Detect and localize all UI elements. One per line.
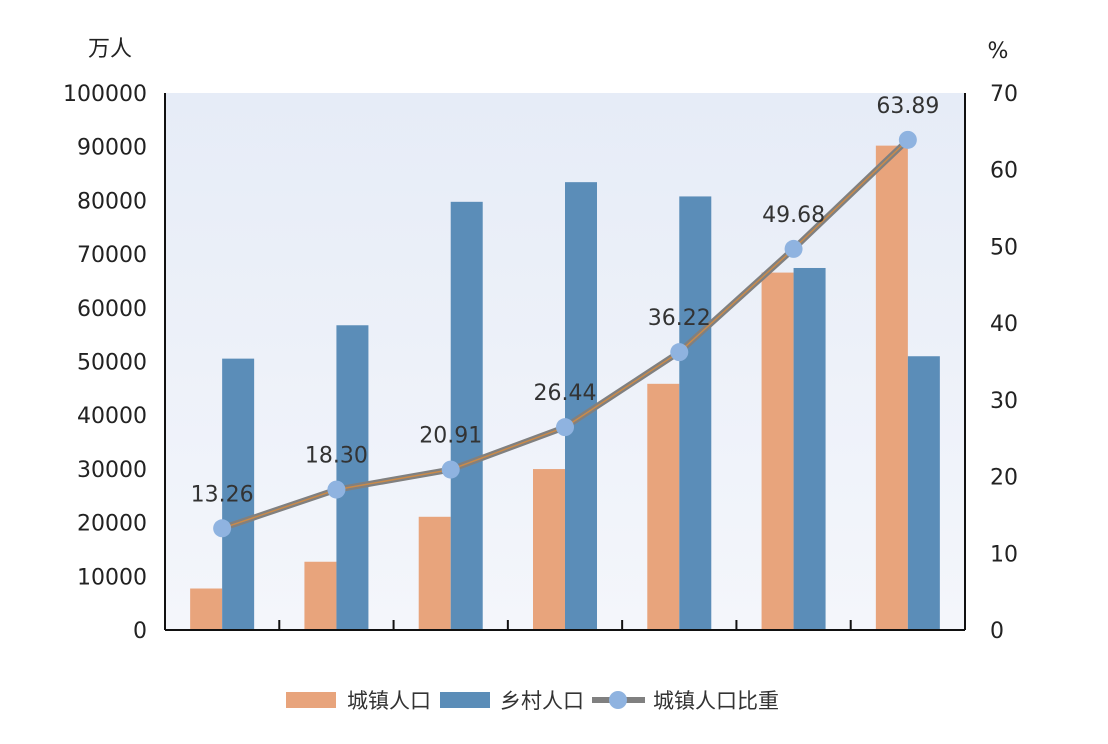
bar-urban-6	[875, 145, 908, 631]
line-marker-0	[213, 519, 232, 538]
y-tick-right-label: 70	[990, 82, 1018, 107]
bar-rural-2	[450, 201, 483, 630]
data-label-5: 49.68	[762, 203, 825, 228]
legend-swatch-ratio-marker	[609, 691, 627, 709]
bar-rural-5	[793, 267, 826, 630]
bar-urban-2	[418, 516, 451, 630]
bar-urban-0	[190, 588, 223, 630]
legend-label-rural: 乡村人口	[500, 689, 584, 713]
data-label-4: 36.22	[648, 306, 711, 331]
line-marker-4	[670, 343, 689, 362]
y-tick-right-label: 60	[990, 159, 1018, 184]
bar-urban-3	[533, 469, 565, 630]
y-tick-left-label: 90000	[77, 136, 147, 161]
data-label-0: 13.26	[191, 482, 254, 507]
y-tick-right-label: 50	[990, 235, 1018, 260]
y-tick-left-label: 10000	[77, 565, 147, 590]
y-tick-left-label: 100000	[63, 82, 147, 107]
y-axis-right-label: %	[988, 39, 1009, 64]
legend-swatch-urban	[286, 692, 336, 708]
legend-label-urban: 城镇人口	[347, 689, 431, 713]
bar-rural-0	[222, 358, 255, 630]
data-label-6: 63.89	[876, 94, 939, 119]
y-tick-left-label: 70000	[77, 243, 147, 268]
y-tick-left-label: 50000	[77, 351, 147, 376]
legend: 城镇人口 乡村人口 城镇人口比重	[286, 689, 779, 713]
bar-rural-4	[679, 196, 712, 630]
y-tick-left-label: 60000	[77, 297, 147, 322]
data-label-1: 18.30	[305, 444, 368, 469]
y-tick-left-label: 80000	[77, 189, 147, 214]
y-tick-left-label: 0	[133, 619, 147, 644]
y-tick-left-label: 30000	[77, 458, 147, 483]
y-tick-right-label: 40	[990, 312, 1018, 337]
y-tick-right-label: 20	[990, 466, 1018, 491]
y-tick-left-label: 40000	[77, 404, 147, 429]
line-marker-6	[898, 130, 917, 149]
bar-rural-6	[907, 356, 940, 630]
y-tick-right-label: 0	[990, 619, 1004, 644]
bar-urban-1	[304, 561, 337, 630]
bar-urban-4	[647, 383, 680, 630]
line-marker-2	[441, 460, 460, 479]
data-label-2: 20.91	[419, 424, 482, 449]
y-axis-left-label: 万人	[88, 37, 132, 62]
bar-urban-5	[761, 272, 794, 630]
legend-swatch-rural	[440, 692, 490, 708]
bar-rural-1	[336, 325, 369, 630]
line-marker-3	[556, 418, 574, 437]
legend-label-ratio: 城镇人口比重	[653, 689, 779, 713]
data-label-3: 26.44	[534, 381, 597, 406]
y-tick-right-label: 10	[990, 542, 1018, 567]
y-tick-left-label: 20000	[77, 512, 147, 537]
line-marker-1	[327, 480, 346, 499]
y-tick-right-label: 30	[990, 389, 1018, 414]
line-marker-5	[784, 239, 803, 258]
